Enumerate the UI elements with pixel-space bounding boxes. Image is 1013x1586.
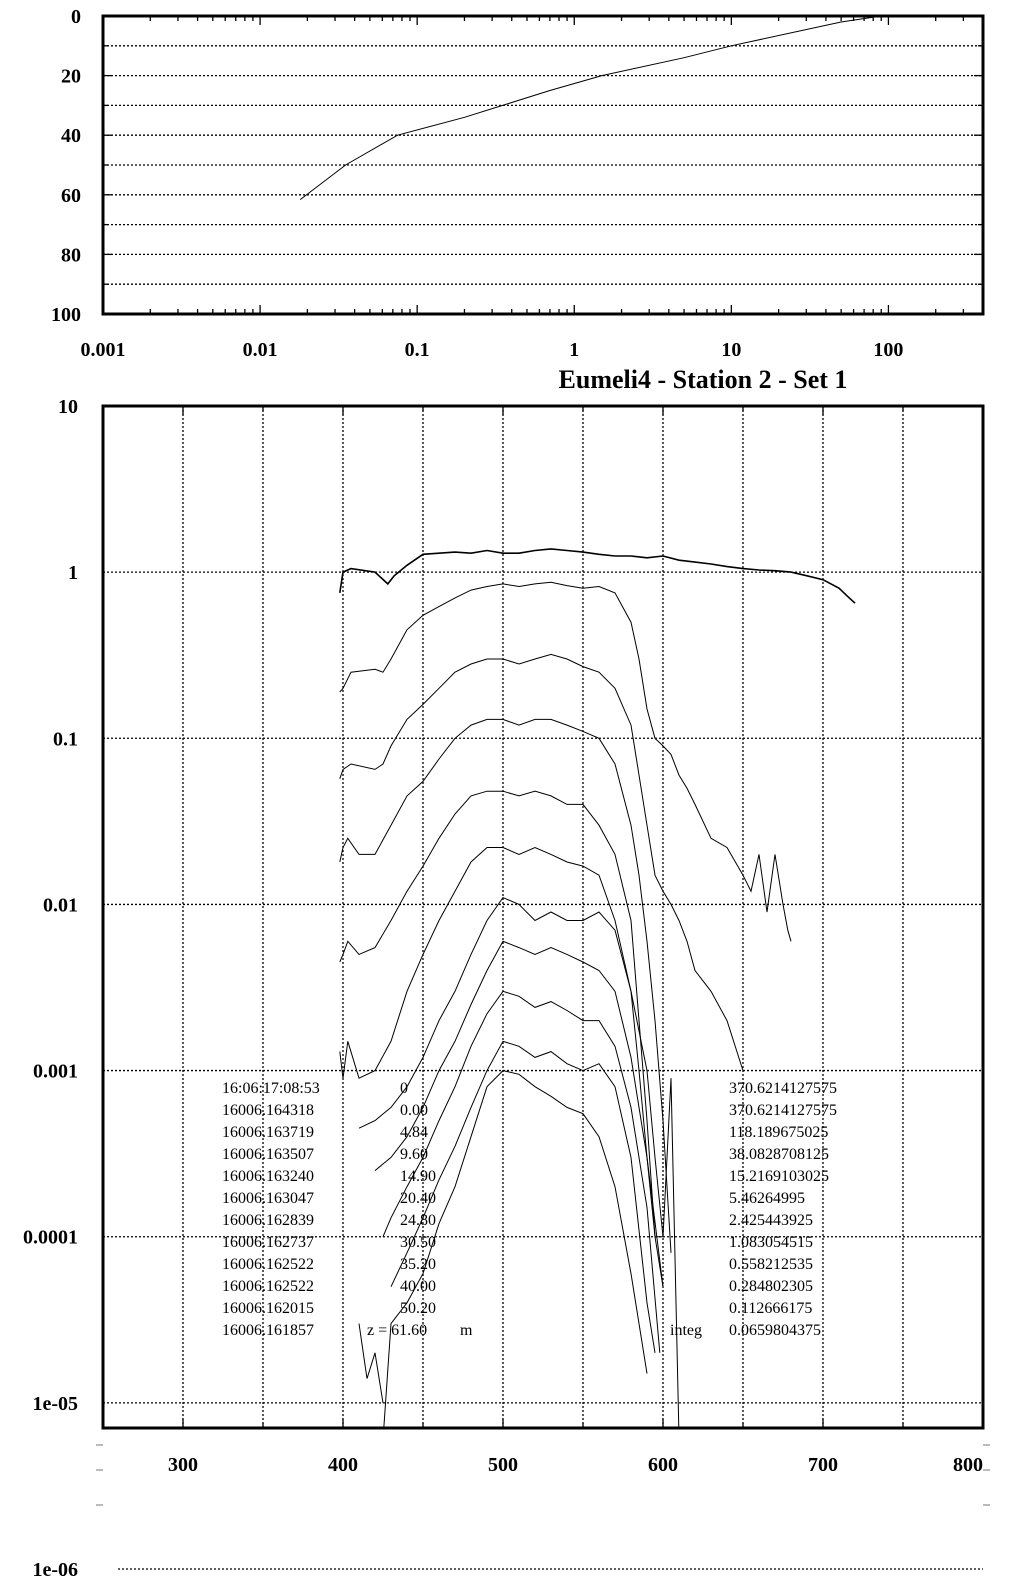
- top-x-tick-label: 10: [721, 339, 741, 361]
- spectrum-series-line: [358, 896, 664, 1237]
- top-x-tick-label: 0.01: [243, 339, 278, 361]
- bottom-x-tick-label: 300: [168, 1454, 198, 1476]
- annotation-depth: 0.00: [400, 1102, 428, 1119]
- spectrum-series-line: [339, 548, 856, 604]
- bottom-y-tick-label: 0.01: [43, 894, 78, 916]
- top-y-tick-label: 0: [71, 6, 81, 28]
- bottom-panel: Eumeli4 - Station 2 - Set 1 300 400 500 600 7…: [23, 365, 990, 1581]
- spectrum-series-line: [339, 581, 792, 942]
- annotation-depth: 50.20: [400, 1300, 436, 1317]
- top-x-tick-label: 0.001: [81, 339, 126, 361]
- bottom-series-group: [339, 548, 856, 1428]
- annotation-id: 16006.162839: [222, 1212, 314, 1229]
- top-y-tick-label: 80: [61, 244, 81, 266]
- top-x-tick-label: 100: [873, 339, 903, 361]
- annotation-value: 370.6214127575: [729, 1102, 837, 1119]
- top-panel: 0.001 0.01 0.1 1 10 100 0 20 40 60 80 100: [51, 6, 985, 361]
- spectrum-series-line: [339, 790, 680, 1428]
- spectrum-series-line: [339, 718, 672, 1253]
- spectrum-series-line: [382, 990, 661, 1353]
- annotation-integ-value: 0.0659804375: [729, 1322, 821, 1339]
- annotation-value: 118.189675025: [729, 1124, 828, 1141]
- top-y-tick-label: 100: [51, 304, 81, 326]
- annotation-id: 16006.163240: [222, 1168, 314, 1185]
- bottom-x-tick-label: 600: [648, 1454, 678, 1476]
- bottom-y-tick-label: 1e-06: [32, 1559, 78, 1581]
- bottom-y-tick-label: 1e-05: [32, 1393, 78, 1415]
- bottom-x-tick-label: 400: [328, 1454, 358, 1476]
- bottom-y-tick-label: 0.1: [53, 728, 78, 750]
- annotation-depth: 4.84: [400, 1124, 428, 1141]
- annotation-value: 38.0828708125: [729, 1146, 829, 1163]
- top-x-tick-label: 1: [569, 339, 579, 361]
- top-x-tick-label: 0.1: [405, 339, 430, 361]
- bottom-y-tick-label: 0.001: [33, 1061, 78, 1083]
- spectrum-series-line: [374, 940, 664, 1287]
- annotation-id: 16006.162522: [222, 1256, 314, 1273]
- annotation-value: 0.558212535: [729, 1256, 813, 1273]
- annotation-value: 1.083054515: [729, 1234, 813, 1251]
- annotation-depth: 0: [400, 1080, 408, 1097]
- annotation-depth: 20.40: [400, 1190, 436, 1207]
- bottom-x-tick-label: 700: [808, 1454, 838, 1476]
- spectrum-series-line: [383, 1070, 648, 1428]
- annotation-depth: 24.80: [400, 1212, 436, 1229]
- bottom-y-tick-label: 10: [58, 396, 78, 418]
- annotation-id: 16006.162015: [222, 1300, 314, 1317]
- annotation-depth: 14.90: [400, 1168, 436, 1185]
- annotation-id: 16006.164318: [222, 1102, 314, 1119]
- spectrum-series-line: [339, 653, 744, 1071]
- annotation-depth: 35.20: [400, 1256, 436, 1273]
- annotation-value: 370.6214127575: [729, 1080, 837, 1097]
- annotation-value: 0.284802305: [729, 1278, 813, 1295]
- annotation-integ-label: integ: [670, 1322, 702, 1339]
- bottom-y-tick-label: 1: [68, 562, 78, 584]
- annotation-id: 16006.163507: [222, 1146, 314, 1163]
- annotation-depth: 40.00: [400, 1278, 436, 1295]
- annotation-id: 16006.163719: [222, 1124, 314, 1141]
- annotation-id: 16006.162737: [222, 1234, 314, 1251]
- spectrum-series-line: [390, 1040, 656, 1353]
- annotation-time: 16:06:17:08:53: [222, 1080, 320, 1097]
- top-y-tick-label: 60: [61, 185, 81, 207]
- bottom-x-tick-label: 500: [488, 1454, 518, 1476]
- spectrum-series-line: [358, 1323, 384, 1403]
- top-y-tick-label: 40: [61, 125, 81, 147]
- bottom-y-tick-label: 0.0001: [23, 1227, 78, 1249]
- spectrum-series-line: [339, 846, 664, 1287]
- annotation-value: 5.46264995: [729, 1190, 805, 1207]
- annotation-unit: m: [460, 1322, 473, 1339]
- top-plot-frame: [101, 14, 985, 316]
- annotation-depth: 30.50: [400, 1234, 436, 1251]
- bottom-x-tick-label: 800: [953, 1454, 983, 1476]
- bottom-plot-frame: [101, 404, 985, 1430]
- annotation-value: 0.112666175: [729, 1300, 812, 1317]
- top-series-line: [299, 15, 882, 200]
- annotation-value: 15.2169103025: [729, 1168, 829, 1185]
- annotation-depth: 9.60: [400, 1146, 428, 1163]
- top-y-tick-label: 20: [61, 66, 81, 88]
- annotation-id: 16006.163047: [222, 1190, 314, 1207]
- annotation-value: 2.425443925: [729, 1212, 813, 1229]
- annotation-id: 16006.161857: [222, 1322, 314, 1339]
- annotation-depth: z = 61.60: [367, 1322, 427, 1339]
- annotation-id: 16006.162522: [222, 1278, 314, 1295]
- chart-title: Eumeli4 - Station 2 - Set 1: [559, 365, 848, 394]
